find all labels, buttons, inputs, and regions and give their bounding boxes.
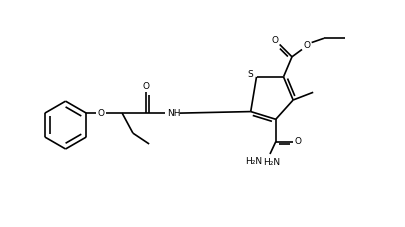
Text: O: O xyxy=(295,137,302,146)
Text: H₂N: H₂N xyxy=(245,157,262,166)
Text: O: O xyxy=(271,36,278,45)
Text: H₂N: H₂N xyxy=(263,158,281,167)
Text: S: S xyxy=(247,70,253,79)
Text: O: O xyxy=(98,109,104,118)
Text: NH: NH xyxy=(167,109,181,118)
Text: O: O xyxy=(143,82,149,91)
Text: O: O xyxy=(303,42,310,50)
